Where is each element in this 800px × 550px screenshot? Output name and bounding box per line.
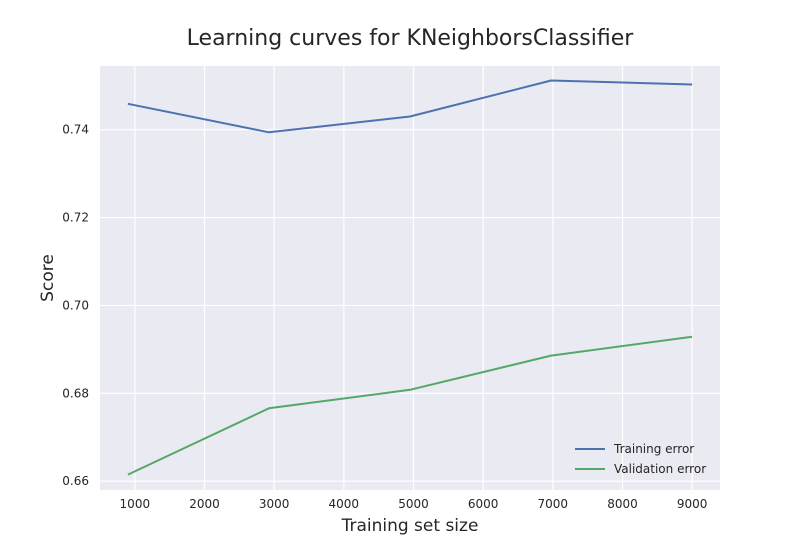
x-axis-ticks: 1000 2000 3000 4000 5000 6000 7000 8000 9000 bbox=[120, 497, 708, 511]
series-lines bbox=[127, 79, 693, 476]
x-tick-label: 8000 bbox=[607, 497, 638, 511]
y-axis-ticks: 0.66 0.68 0.70 0.72 0.74 bbox=[62, 123, 89, 489]
x-tick-label: 9000 bbox=[677, 497, 708, 511]
y-tick-label: 0.70 bbox=[62, 298, 89, 312]
x-tick-label: 4000 bbox=[329, 497, 360, 511]
y-tick-label: 0.68 bbox=[62, 386, 89, 400]
x-tick-label: 7000 bbox=[538, 497, 569, 511]
plot-background bbox=[100, 66, 720, 490]
y-tick-label: 0.72 bbox=[62, 211, 89, 225]
legend-entry: Training error bbox=[613, 442, 694, 456]
grid-lines bbox=[100, 66, 720, 490]
legend-entry: Validation error bbox=[614, 462, 706, 476]
x-tick-label: 2000 bbox=[189, 497, 220, 511]
series-line-2 bbox=[127, 335, 693, 476]
y-tick-label: 0.66 bbox=[62, 474, 89, 488]
x-tick-label: 6000 bbox=[468, 497, 499, 511]
x-tick-label: 5000 bbox=[398, 497, 429, 511]
x-tick-label: 3000 bbox=[259, 497, 290, 511]
x-tick-label: 1000 bbox=[120, 497, 151, 511]
chart-title: Learning curves for KNeighborsClassifier bbox=[187, 26, 635, 51]
legend: Training error Validation error bbox=[575, 442, 706, 476]
x-axis-label: Training set size bbox=[341, 516, 479, 536]
y-axis-label: Score bbox=[38, 254, 58, 302]
series-line-1 bbox=[127, 79, 693, 134]
y-tick-label: 0.74 bbox=[62, 123, 89, 137]
